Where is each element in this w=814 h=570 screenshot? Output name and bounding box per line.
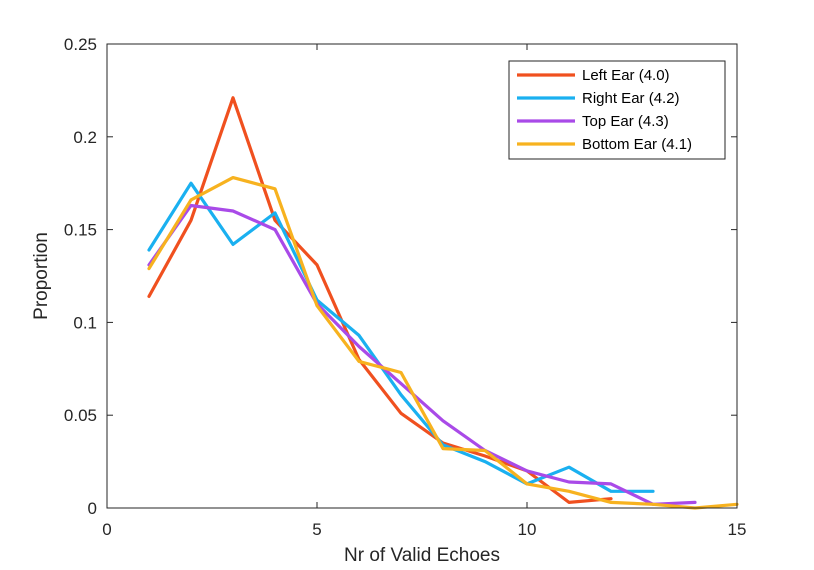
x-tick-label: 15 [728,520,747,539]
x-tick-label: 10 [518,520,537,539]
legend-label-1: Right Ear (4.2) [582,90,680,107]
series-line-3 [147,176,739,510]
y-axis-label: Proportion [31,232,52,320]
series-line-2 [147,203,697,506]
x-axis-label: Nr of Valid Echoes [344,545,500,566]
series-layer [147,96,739,510]
x-tick-label: 0 [102,520,111,539]
axes [106,43,738,509]
y-tick-label: 0.05 [64,406,97,425]
y-tick-label: 0.2 [73,128,97,147]
legend-label-0: Left Ear (4.0) [582,67,670,84]
series-line-1 [147,181,655,493]
series-line-0 [147,96,613,504]
legend-label-2: Top Ear (4.3) [582,113,669,130]
legend-label-3: Bottom Ear (4.1) [582,136,692,153]
x-tick-label: 5 [312,520,321,539]
y-tick-label: 0.1 [73,313,97,332]
y-tick-label: 0 [88,499,97,518]
y-tick-label: 0.15 [64,221,97,240]
y-tick-label: 0.25 [64,35,97,54]
ticks: 0 5 10 15 0 0.05 0.1 0.15 0.2 0.25 [64,35,747,539]
legend: Left Ear (4.0) Right Ear (4.2) Top Ear (4.… [508,60,726,160]
plot-frame [106,43,738,509]
